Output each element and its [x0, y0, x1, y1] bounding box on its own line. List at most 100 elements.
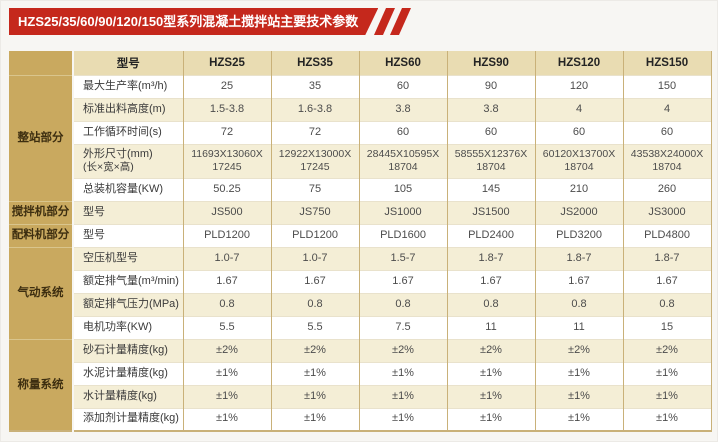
table-row: 电机功率(KW) 5.5 5.5 7.5 11 11 15 — [9, 315, 712, 339]
cell-value: 145 — [446, 177, 535, 201]
table-row: 额定排气压力(MPa) 0.8 0.8 0.8 0.8 0.8 0.8 — [9, 292, 712, 316]
cell-value: PLD4800 — [622, 223, 712, 247]
param-label: 空压机型号 — [73, 246, 183, 270]
cell-value: 60 — [446, 120, 535, 144]
param-label: 添加剂计量精度(kg) — [73, 407, 183, 431]
cell-value: 1.67 — [446, 269, 535, 293]
param-label: 水泥计量精度(kg) — [73, 361, 183, 385]
param-sublabel: (长×宽×高) — [83, 161, 134, 174]
table-body: 整站部分 最大生产率(m³/h) 25 35 60 90 120 150 标准出料高度(m) 1.… — [9, 74, 712, 431]
cell-value: 0.8 — [270, 292, 359, 316]
cell-value: 1.8-7 — [446, 246, 535, 270]
cell-value: 12922X13000X 17245 — [270, 143, 359, 178]
cell-value: ±1% — [358, 384, 447, 408]
cell-value: ±1% — [358, 407, 447, 431]
cell-value: 28445X10595X 18704 — [358, 143, 447, 178]
cell-value: ±1% — [446, 361, 535, 385]
param-label: 标准出料高度(m) — [73, 97, 183, 121]
group-label: 称量系统 — [9, 338, 74, 431]
cell-value: 60120X13700X 18704 — [534, 143, 623, 178]
param-label: 额定排气量(m³/min) — [73, 269, 183, 293]
cell-value: 120 — [534, 74, 623, 98]
cell-value: 1.0-7 — [270, 246, 359, 270]
cell-value: 1.5-7 — [358, 246, 447, 270]
cell-value: PLD1200 — [182, 223, 271, 247]
cell-value: 7.5 — [358, 315, 447, 339]
header-row: 型号 HZS25 HZS35 HZS60 HZS90 HZS120 HZS150 — [9, 51, 712, 75]
table-head: 型号 HZS25 HZS35 HZS60 HZS90 HZS120 HZS150 — [9, 51, 712, 75]
cell-value: 72 — [182, 120, 271, 144]
cell-value: ±1% — [446, 407, 535, 431]
cell-value: 260 — [622, 177, 712, 201]
cell-value: 0.8 — [622, 292, 712, 316]
cell-value: 1.6-3.8 — [270, 97, 359, 121]
cell-value: ±1% — [270, 361, 359, 385]
cell-value: ±1% — [534, 361, 623, 385]
cell-value: ±1% — [358, 361, 447, 385]
cell-value: 1.8-7 — [534, 246, 623, 270]
table-row: 配料机部分 型号 PLD1200 PLD1200 PLD1600 PLD2400 PLD32… — [9, 223, 712, 247]
cell-value: 11 — [534, 315, 623, 339]
model-header: HZS90 — [446, 51, 535, 75]
table-row: 气动系统 空压机型号 1.0-7 1.0-7 1.5-7 1.8-7 1.8-7 1.8-7 — [9, 246, 712, 339]
param-label: 水计量精度(kg) — [73, 384, 183, 408]
group-label: 配料机部分 — [9, 223, 74, 247]
cell-value: 60 — [358, 74, 447, 98]
cell-value: ±2% — [534, 338, 623, 362]
cell-value: 25 — [182, 74, 271, 98]
spec-table: 型号 HZS25 HZS35 HZS60 HZS90 HZS120 HZS150 整站部分最… — [9, 51, 712, 432]
cell-value: 105 — [358, 177, 447, 201]
cell-value: 4 — [534, 97, 623, 121]
cell-value: 0.8 — [534, 292, 623, 316]
cell-value: 0.8 — [358, 292, 447, 316]
table-row: 水计量精度(kg) ±1% ±1% ±1% ±1% ±1% ±1% — [9, 384, 712, 408]
cell-value: ±1% — [270, 384, 359, 408]
cell-value: 60 — [358, 120, 447, 144]
group-label: 搅拌机部分 — [9, 200, 74, 224]
param-label: 工作循环时间(s) — [73, 120, 183, 144]
model-header: HZS25 — [182, 51, 271, 75]
param-label: 砂石计量精度(kg) — [73, 338, 183, 362]
model-header: HZS120 — [534, 51, 623, 75]
cell-value: ±1% — [622, 407, 712, 431]
cell-value: JS1500 — [446, 200, 535, 224]
cell-value: ±1% — [182, 407, 271, 431]
cell-value: ±1% — [622, 384, 712, 408]
param-label: 型号 — [73, 200, 183, 224]
model-header: HZS150 — [622, 51, 712, 75]
cell-value: JS1000 — [358, 200, 447, 224]
table-row: 外形尺寸(mm) (长×宽×高) 11693X13060X 17245 12922X1… — [9, 143, 712, 178]
model-header: HZS35 — [270, 51, 359, 75]
cell-value: 1.67 — [622, 269, 712, 293]
cell-value: 5.5 — [270, 315, 359, 339]
cell-value: 5.5 — [182, 315, 271, 339]
table-row: 搅拌机部分 型号 JS500 JS750 JS1000 JS1500 JS2000 JS300… — [9, 200, 712, 224]
cell-value: 3.8 — [446, 97, 535, 121]
title-banner: HZS25/35/60/90/120/150型系列混凝土搅拌站主要技术参数 — [9, 8, 412, 35]
cell-value: ±1% — [182, 384, 271, 408]
table-row: 整站部分 最大生产率(m³/h) 25 35 60 90 120 150 — [9, 74, 712, 201]
cell-value: PLD2400 — [446, 223, 535, 247]
cell-value: PLD1600 — [358, 223, 447, 247]
cell-value: 50.25 — [182, 177, 271, 201]
cell-value: ±2% — [270, 338, 359, 362]
cell-value: JS2000 — [534, 200, 623, 224]
table-row: 标准出料高度(m) 1.5-3.8 1.6-3.8 3.8 3.8 4 4 — [9, 97, 712, 121]
cell-value: 75 — [270, 177, 359, 201]
cell-value: JS750 — [270, 200, 359, 224]
cell-value: ±2% — [446, 338, 535, 362]
cell-value: 15 — [622, 315, 712, 339]
cell-value: 1.5-3.8 — [182, 97, 271, 121]
cell-value: PLD3200 — [534, 223, 623, 247]
cell-value: 1.67 — [182, 269, 271, 293]
param-label: 型号 — [73, 223, 183, 247]
cell-value: 90 — [446, 74, 535, 98]
cell-value: 4 — [622, 97, 712, 121]
cell-value: 3.8 — [358, 97, 447, 121]
group-label: 整站部分 — [9, 74, 74, 201]
param-label: 最大生产率(m³/h) — [73, 74, 183, 98]
cell-value: ±2% — [182, 338, 271, 362]
cell-value: JS3000 — [622, 200, 712, 224]
cell-value: ±2% — [358, 338, 447, 362]
